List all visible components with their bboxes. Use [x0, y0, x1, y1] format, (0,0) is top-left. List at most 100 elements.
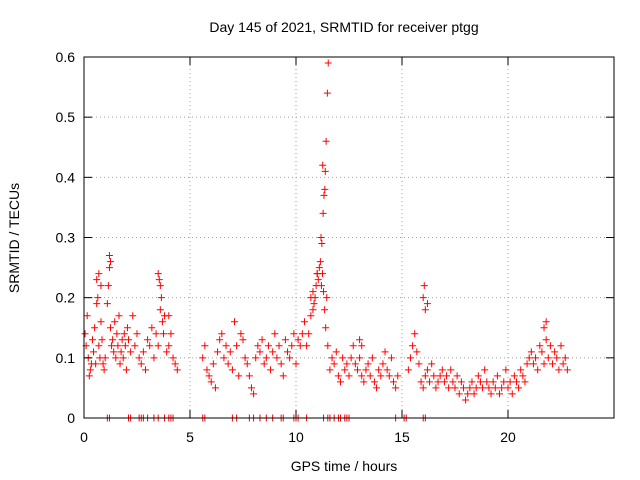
data-point [173, 366, 181, 374]
data-point [536, 342, 544, 350]
data-point [517, 366, 525, 374]
data-point [468, 378, 476, 386]
data-point [362, 366, 370, 374]
data-point [502, 366, 510, 374]
data-point [489, 378, 497, 386]
data-point [216, 336, 224, 344]
data-point [254, 342, 262, 350]
data-point [98, 336, 106, 344]
data-point [245, 372, 253, 380]
data-point [131, 342, 139, 350]
data-point [358, 342, 366, 350]
data-point [318, 240, 326, 248]
data-point [93, 300, 101, 308]
data-point [326, 366, 334, 374]
data-point [81, 330, 89, 338]
data-point [157, 294, 165, 302]
data-point [116, 360, 124, 368]
data-point [220, 354, 228, 362]
data-point [466, 384, 474, 392]
data-point [553, 354, 561, 362]
data-point [375, 366, 383, 374]
data-point [559, 360, 567, 368]
data-point [377, 372, 385, 380]
data-point [314, 276, 322, 284]
data-point [555, 366, 563, 374]
data-point [256, 348, 264, 356]
data-point [343, 360, 351, 368]
data-point [366, 372, 374, 380]
data-point [455, 390, 463, 398]
data-point [479, 384, 487, 392]
data-point [356, 354, 364, 362]
data-point [319, 161, 327, 169]
data-point [228, 366, 236, 374]
data-point [281, 336, 289, 344]
data-point [409, 342, 417, 350]
data-point [146, 342, 154, 350]
data-point [250, 390, 258, 398]
data-point [309, 306, 317, 314]
data-point [235, 372, 243, 380]
data-point [324, 342, 332, 350]
data-point [313, 270, 321, 278]
data-point [305, 330, 313, 338]
data-point [392, 384, 400, 392]
data-point [328, 354, 336, 362]
data-point [323, 89, 331, 97]
data-point [275, 342, 283, 350]
data-point [430, 372, 438, 380]
data-point [546, 342, 554, 350]
data-point [447, 366, 455, 374]
data-point [373, 384, 381, 392]
data-point [167, 330, 175, 338]
data-point [165, 312, 173, 320]
data-point [508, 390, 516, 398]
data-point [92, 360, 100, 368]
data-point [279, 372, 287, 380]
data-point [239, 336, 247, 344]
data-point [423, 300, 431, 308]
data-point [273, 354, 281, 362]
data-point [330, 360, 338, 368]
data-point [95, 270, 103, 278]
data-point [434, 378, 442, 386]
data-point [324, 59, 332, 67]
data-point [481, 366, 489, 374]
data-point [135, 354, 143, 362]
data-point [226, 348, 234, 356]
y-tick-label: 0.4 [56, 169, 76, 185]
data-point [347, 354, 355, 362]
data-point [205, 372, 213, 380]
data-point [317, 234, 325, 241]
data-point [370, 378, 378, 386]
data-point [94, 294, 102, 302]
data-point [163, 348, 171, 356]
x-tick-label: 0 [80, 429, 88, 445]
data-point [351, 360, 359, 368]
data-point [103, 300, 111, 308]
data-point [538, 348, 546, 356]
data-point [419, 294, 427, 302]
data-point [449, 378, 457, 386]
data-point [144, 336, 152, 344]
data-point [457, 378, 465, 386]
data-point [406, 354, 414, 362]
data-point [506, 378, 514, 386]
data-point [474, 372, 482, 380]
data-point [523, 360, 531, 368]
data-point [271, 330, 279, 338]
data-point [428, 360, 436, 368]
data-point [224, 360, 232, 368]
data-point [201, 342, 209, 350]
data-point [214, 348, 222, 356]
data-point [209, 360, 217, 368]
data-point [110, 348, 118, 356]
data-point [243, 360, 251, 368]
data-point [317, 282, 325, 290]
data-point [383, 366, 391, 374]
data-point [476, 378, 484, 386]
data-point [341, 366, 349, 374]
data-point [549, 360, 557, 368]
data-point [440, 378, 448, 386]
